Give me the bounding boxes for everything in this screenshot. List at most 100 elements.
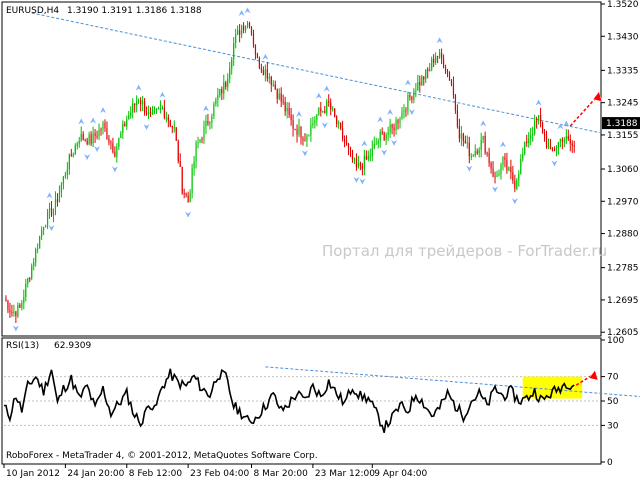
candle-body xyxy=(48,207,51,212)
time-axis-label: 8 Mar 20:00 xyxy=(254,469,309,479)
rsi-line xyxy=(4,368,575,434)
candle-body xyxy=(391,124,393,128)
candle-body xyxy=(403,110,405,112)
fractal-down-icon xyxy=(84,153,91,160)
candle-body xyxy=(429,68,431,71)
fractal-down-icon xyxy=(381,149,388,156)
candle-body xyxy=(336,116,338,125)
fractal-down-icon xyxy=(12,325,19,332)
candle-body xyxy=(197,142,199,144)
candle-body xyxy=(423,76,425,80)
candle-body xyxy=(308,135,310,137)
candle-body xyxy=(9,310,11,313)
candle-body xyxy=(219,89,221,96)
candle-body xyxy=(466,142,468,144)
candle-body xyxy=(207,120,209,125)
candle-body xyxy=(82,133,84,140)
candle-body xyxy=(288,108,290,115)
rsi-axis-label: 100 xyxy=(607,336,624,346)
fractal-up-icon xyxy=(499,141,506,148)
candle-body xyxy=(203,126,205,140)
candle-body xyxy=(310,124,312,136)
fractal-up-icon xyxy=(377,116,384,123)
candle-body xyxy=(235,34,237,43)
candle-body xyxy=(456,110,459,127)
rsi-trendline xyxy=(265,366,640,397)
candle-body xyxy=(510,166,512,173)
candle-body xyxy=(520,159,522,174)
fractal-down-icon xyxy=(492,186,499,193)
candle-body xyxy=(239,30,241,35)
candle-body xyxy=(165,117,167,119)
candle-body xyxy=(221,89,223,94)
candle-body xyxy=(25,283,27,298)
candle-body xyxy=(363,155,365,169)
candle-body xyxy=(195,142,197,162)
time-axis-label: 24 Jan 20:00 xyxy=(67,469,124,479)
candle-body xyxy=(318,108,320,115)
candle-body xyxy=(270,76,272,85)
candle-body xyxy=(555,147,558,151)
candle-body xyxy=(518,173,520,180)
candle-body xyxy=(389,124,391,133)
candle-body xyxy=(437,56,439,58)
candle-body xyxy=(120,133,122,139)
candle-body xyxy=(5,298,7,301)
candle-body xyxy=(462,133,464,141)
candle-body xyxy=(444,66,447,72)
candle-body xyxy=(179,161,181,167)
candle-body xyxy=(530,135,532,139)
price-axis-label: 1.3430 xyxy=(607,32,639,42)
candle-body xyxy=(58,192,61,203)
candle-body xyxy=(205,120,207,127)
candle-body xyxy=(122,123,124,134)
candle-body xyxy=(74,145,76,155)
candle-body xyxy=(419,82,421,86)
candle-body xyxy=(223,82,225,94)
candle-body xyxy=(349,147,352,151)
candle-body xyxy=(440,52,443,59)
candle-body xyxy=(256,54,259,58)
fractal-down-icon xyxy=(551,160,558,167)
candle-body xyxy=(136,101,138,106)
fractal-up-icon xyxy=(238,10,245,17)
rsi-axis-label: 0 xyxy=(607,458,613,468)
candle-body xyxy=(512,172,514,181)
candle-body xyxy=(43,226,45,231)
candle-body xyxy=(134,103,136,106)
candle-body xyxy=(112,143,114,153)
candle-body xyxy=(260,68,262,71)
candle-body xyxy=(399,118,401,123)
candle-body xyxy=(413,91,415,100)
candle-body xyxy=(565,136,567,140)
fractal-up-icon xyxy=(159,91,166,98)
candle-body xyxy=(446,71,449,73)
fractal-down-icon xyxy=(353,176,360,183)
axis-layer: 1.3520 1.3430 1.3335 1.3245 1.3155 1.3060 1.29… xyxy=(3,0,640,479)
candle-body xyxy=(278,93,280,99)
rsi-layer xyxy=(4,366,640,434)
candle-body xyxy=(237,30,239,35)
candle-body xyxy=(201,139,203,141)
candle-body xyxy=(104,122,106,129)
candle-body xyxy=(476,151,478,154)
candle-body xyxy=(324,110,326,113)
candle-body xyxy=(17,305,19,316)
fractal-up-icon xyxy=(323,85,330,92)
candle-body xyxy=(33,261,35,266)
candle-body xyxy=(215,99,217,105)
candle-body xyxy=(569,139,571,144)
rsi-axis-label: 70 xyxy=(607,373,619,383)
fractal-down-icon xyxy=(185,211,192,218)
candle-body xyxy=(543,133,546,136)
price-axis-label: 1.3155 xyxy=(607,131,639,141)
candle-body xyxy=(526,141,528,144)
fractal-up-icon xyxy=(535,99,542,106)
candle-body xyxy=(383,132,385,140)
candle-body xyxy=(522,153,524,160)
candle-body xyxy=(189,192,191,203)
candle-body xyxy=(132,103,134,113)
candle-body xyxy=(393,127,395,131)
candle-body xyxy=(86,140,88,145)
